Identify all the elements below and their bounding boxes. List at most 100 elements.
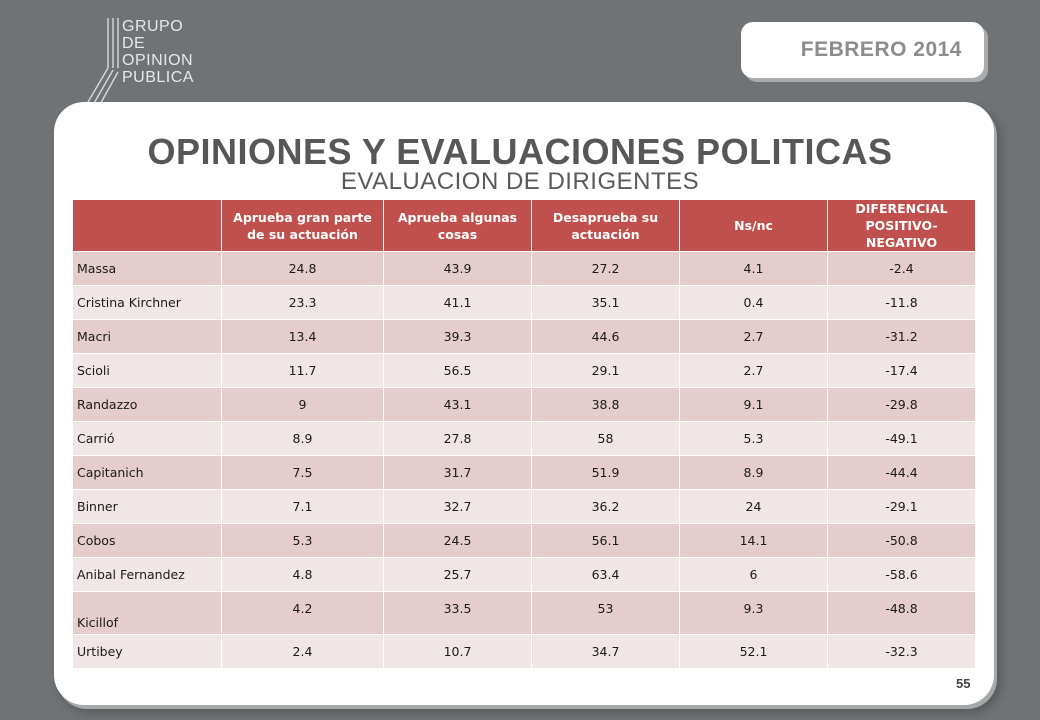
logo-line: DE [122, 35, 146, 52]
date-badge: FEBRERO 2014 [741, 22, 984, 78]
row-name-cell: Scioli [72, 353, 222, 388]
disapprove-cell: 34.7 [531, 634, 680, 669]
logo: GRUPO DE OPINION PUBLICA [84, 10, 214, 110]
approve-some-cell: 27.8 [383, 421, 532, 456]
row-name-cell: Capitanich [72, 455, 222, 490]
approve-most-cell: 7.1 [221, 489, 384, 524]
nsnc-cell: 2.7 [679, 319, 828, 354]
approve-some-cell: 24.5 [383, 523, 532, 558]
table-row: Massa 24.8 43.9 27.2 4.1 -2.4 [72, 251, 976, 286]
approve-some-cell: 32.7 [383, 489, 532, 524]
nsnc-cell: 9.1 [679, 387, 828, 422]
table-row: Cristina Kirchner 23.3 41.1 35.1 0.4 -11.8 [72, 285, 976, 320]
approve-some-cell: 56.5 [383, 353, 532, 388]
row-name-cell: Macri [72, 319, 222, 354]
approve-some-cell: 31.7 [383, 455, 532, 490]
date-text: FEBRERO 2014 [800, 38, 962, 61]
row-name-cell: Kicillof [72, 591, 222, 635]
approve-some-cell: 43.1 [383, 387, 532, 422]
differential-cell: -32.3 [827, 634, 976, 669]
nsnc-cell: 0.4 [679, 285, 828, 320]
header-cell-approve-most: Aprueba gran parte de su actuación [221, 199, 384, 252]
nsnc-cell: 4.1 [679, 251, 828, 286]
disapprove-cell: 56.1 [531, 523, 680, 558]
approve-most-cell: 5.3 [221, 523, 384, 558]
evaluation-table: Aprueba gran parte de su actuación Aprue… [72, 199, 976, 669]
disapprove-cell: 29.1 [531, 353, 680, 388]
differential-cell: -31.2 [827, 319, 976, 354]
approve-most-cell: 4.8 [221, 557, 384, 592]
disapprove-cell: 44.6 [531, 319, 680, 354]
nsnc-cell: 8.9 [679, 455, 828, 490]
approve-most-cell: 13.4 [221, 319, 384, 354]
approve-some-cell: 33.5 [383, 591, 532, 635]
nsnc-cell: 6 [679, 557, 828, 592]
table-row: Binner 7.1 32.7 36.2 24 -29.1 [72, 489, 976, 524]
table-row: Randazzo 9 43.1 38.8 9.1 -29.8 [72, 387, 976, 422]
logo-mark-icon [87, 18, 119, 109]
differential-cell: -29.8 [827, 387, 976, 422]
table-row: Macri 13.4 39.3 44.6 2.7 -31.2 [72, 319, 976, 354]
logo-line: OPINION [122, 52, 194, 69]
table-row: Cobos 5.3 24.5 56.1 14.1 -50.8 [72, 523, 976, 558]
page-title: OPINIONES Y EVALUACIONES POLITICAS [147, 131, 893, 172]
table-row: Anibal Fernandez 4.8 25.7 63.4 6 -58.6 [72, 557, 976, 592]
header-cell-nsnc: Ns/nc [679, 199, 828, 252]
disapprove-cell: 63.4 [531, 557, 680, 592]
nsnc-cell: 52.1 [679, 634, 828, 669]
row-name-cell: Massa [72, 251, 222, 286]
table-row: Carrió 8.9 27.8 58 5.3 -49.1 [72, 421, 976, 456]
disapprove-cell: 53 [531, 591, 680, 635]
disapprove-cell: 38.8 [531, 387, 680, 422]
table-row: Capitanich 7.5 31.7 51.9 8.9 -44.4 [72, 455, 976, 490]
approve-most-cell: 4.2 [221, 591, 384, 635]
header-cell-approve-some: Aprueba algunas cosas [383, 199, 532, 252]
logo-text: GRUPO DE OPINION PUBLICA [122, 18, 194, 86]
disapprove-cell: 51.9 [531, 455, 680, 490]
nsnc-cell: 14.1 [679, 523, 828, 558]
differential-cell: -58.6 [827, 557, 976, 592]
row-name-cell: Carrió [72, 421, 222, 456]
table-row: Urtibey 2.4 10.7 34.7 52.1 -32.3 [72, 634, 976, 669]
differential-cell: -44.4 [827, 455, 976, 490]
nsnc-cell: 2.7 [679, 353, 828, 388]
header-cell-disapprove: Desaprueba su actuación [531, 199, 680, 252]
nsnc-cell: 5.3 [679, 421, 828, 456]
approve-some-cell: 25.7 [383, 557, 532, 592]
differential-cell: -17.4 [827, 353, 976, 388]
row-name-cell: Cristina Kirchner [72, 285, 222, 320]
approve-most-cell: 23.3 [221, 285, 384, 320]
table-row: Kicillof 4.2 33.5 53 9.3 -48.8 [72, 591, 976, 635]
approve-most-cell: 2.4 [221, 634, 384, 669]
approve-most-cell: 11.7 [221, 353, 384, 388]
header-cell-name [72, 199, 222, 252]
approve-some-cell: 39.3 [383, 319, 532, 354]
logo-line: GRUPO [122, 18, 184, 35]
table-header-row: Aprueba gran parte de su actuación Aprue… [72, 199, 976, 252]
disapprove-cell: 27.2 [531, 251, 680, 286]
disapprove-cell: 58 [531, 421, 680, 456]
row-name-cell: Randazzo [72, 387, 222, 422]
differential-cell: -2.4 [827, 251, 976, 286]
table-row: Scioli 11.7 56.5 29.1 2.7 -17.4 [72, 353, 976, 388]
approve-most-cell: 7.5 [221, 455, 384, 490]
differential-cell: -29.1 [827, 489, 976, 524]
approve-most-cell: 8.9 [221, 421, 384, 456]
page-subtitle: EVALUACION DE DIRIGENTES [340, 168, 700, 195]
differential-cell: -11.8 [827, 285, 976, 320]
row-name-cell: Cobos [72, 523, 222, 558]
nsnc-cell: 24 [679, 489, 828, 524]
approve-some-cell: 41.1 [383, 285, 532, 320]
row-name-cell: Anibal Fernandez [72, 557, 222, 592]
approve-most-cell: 24.8 [221, 251, 384, 286]
row-name-cell: Binner [72, 489, 222, 524]
disapprove-cell: 35.1 [531, 285, 680, 320]
page-number: 55 [956, 676, 971, 691]
approve-most-cell: 9 [221, 387, 384, 422]
approve-some-cell: 43.9 [383, 251, 532, 286]
differential-cell: -48.8 [827, 591, 976, 635]
row-name-cell: Urtibey [72, 634, 222, 669]
approve-some-cell: 10.7 [383, 634, 532, 669]
header-cell-differential: DIFERENCIAL POSITIVO-NEGATIVO [827, 199, 976, 252]
differential-cell: -50.8 [827, 523, 976, 558]
